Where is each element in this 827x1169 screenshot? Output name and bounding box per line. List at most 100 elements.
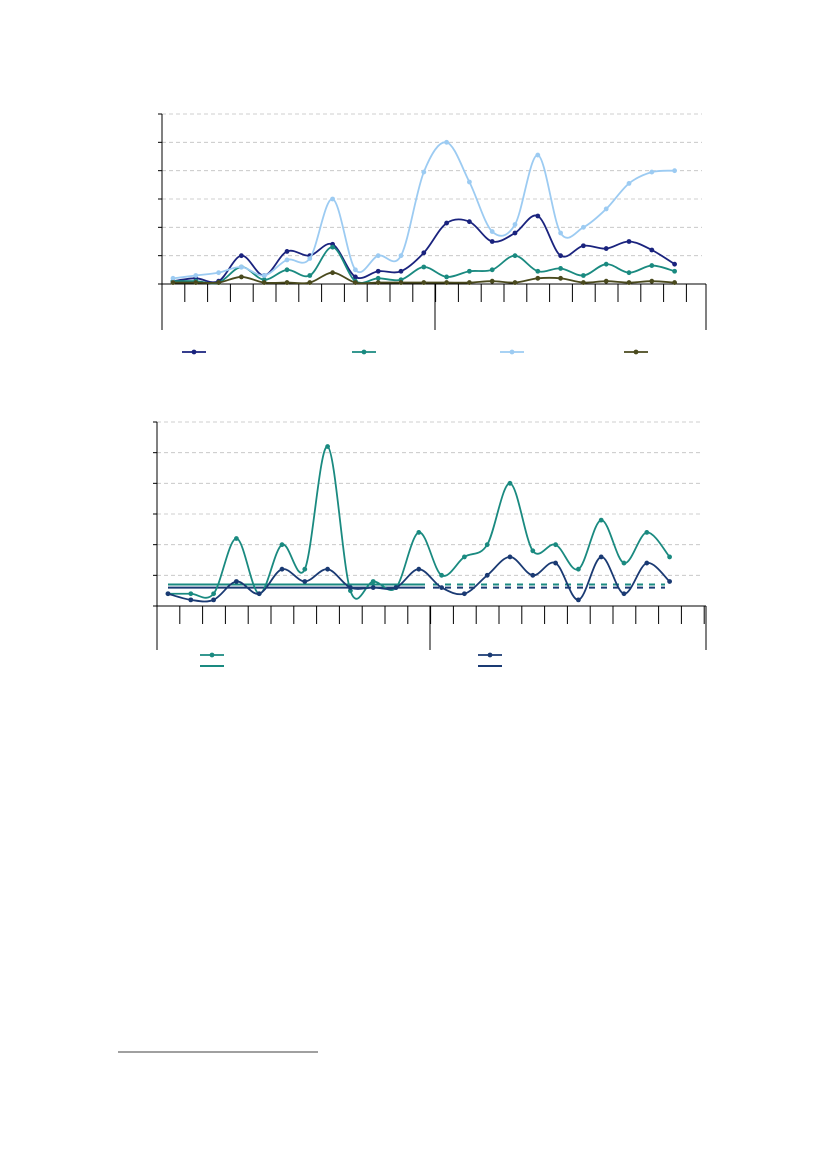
series-1-point [512, 230, 518, 236]
series-2-point [558, 266, 563, 271]
series-4-point [649, 278, 655, 284]
series-1-point [421, 250, 427, 256]
series-1-point [239, 253, 244, 259]
series-2-point [530, 572, 536, 578]
series-1-point [576, 566, 581, 572]
series-4-point [193, 280, 199, 285]
series-4-point [239, 274, 244, 280]
legend-marker [191, 349, 197, 355]
series-2-point [507, 554, 513, 560]
series-2-point [330, 244, 335, 250]
series-1-point [353, 274, 358, 280]
legend-marker [633, 349, 639, 355]
series-2-point [279, 566, 285, 572]
series-2-point [644, 560, 650, 566]
series-4-point [284, 280, 290, 285]
series-1-point [530, 548, 536, 554]
series-1-point [649, 247, 655, 253]
chart-2 [153, 421, 707, 667]
series-2-point [165, 591, 171, 597]
series-1-point [558, 253, 563, 259]
series-1-point [603, 246, 609, 251]
series-2-point [444, 274, 449, 280]
series-1-point [535, 213, 541, 219]
series-1-point [444, 220, 449, 226]
series-2-point [211, 597, 217, 603]
series-1-point [462, 554, 467, 560]
series-3-point [512, 222, 518, 227]
series-3-point [216, 270, 222, 276]
series-3-point [353, 267, 358, 273]
series-3-line [172, 141, 675, 280]
series-1-point [279, 542, 285, 548]
series-4-point [489, 278, 495, 284]
series-2-point [672, 268, 677, 274]
series-1-point [581, 243, 586, 249]
series-1-point [672, 261, 677, 267]
series-4-point [467, 280, 472, 285]
series-2-point [489, 267, 495, 273]
series-1-point [302, 566, 308, 572]
series-1-point [188, 591, 194, 597]
series-4-point [261, 280, 267, 285]
series-2-point [284, 267, 290, 273]
series-3-point [444, 139, 449, 145]
series-4-point [375, 280, 381, 285]
series-2-point [484, 572, 490, 578]
series-4-point [581, 280, 586, 285]
series-3-point [489, 229, 495, 234]
series-2-point [512, 253, 518, 259]
series-2-point [421, 264, 427, 270]
series-2-point [467, 268, 472, 274]
series-4-point [603, 278, 609, 284]
series-3-point [284, 257, 290, 263]
series-2-point [393, 585, 399, 590]
series-3-point [398, 253, 404, 259]
series-4-point [216, 280, 222, 285]
series-1-point [370, 579, 376, 584]
series-4-point [353, 280, 358, 285]
series-2-point [375, 275, 381, 281]
series-1-line [172, 214, 676, 284]
series-3-point [261, 273, 267, 278]
series-2-point [188, 597, 194, 603]
legend-marker [509, 349, 515, 355]
series-1-point [325, 444, 330, 449]
series-3-point [467, 179, 472, 185]
series-3-point [558, 230, 563, 236]
series-1-point [626, 239, 632, 244]
series-3-point [626, 181, 632, 186]
series-2-point [553, 560, 558, 566]
legend-marker [209, 652, 215, 658]
series-3-point [535, 152, 541, 158]
series-2-point [307, 273, 313, 278]
series-1-line [167, 445, 671, 600]
series-3-point [581, 224, 586, 230]
series-2-point [621, 591, 627, 597]
series-1-point [416, 530, 422, 535]
series-2-point [626, 270, 632, 276]
series-1-point [507, 480, 513, 486]
series-2-point [416, 566, 422, 572]
series-2-point [576, 597, 581, 603]
series-2-point [598, 554, 604, 560]
series-2-point [535, 268, 541, 274]
series-1-point [234, 536, 239, 541]
series-3-point [307, 256, 313, 261]
series-1-point [621, 560, 627, 566]
legend-marker [361, 349, 367, 355]
series-2-point [667, 579, 672, 584]
series-2-point [234, 579, 239, 584]
series-4-point [535, 275, 541, 281]
series-4-point [307, 280, 313, 285]
series-4-point [398, 280, 404, 285]
series-1-point [375, 268, 381, 274]
series-1-point [398, 268, 404, 274]
series-3-point [193, 273, 199, 278]
series-3-point [672, 168, 677, 174]
series-2-point [370, 585, 376, 590]
series-1-point [489, 239, 495, 244]
series-2-point [325, 566, 330, 572]
series-2-point [603, 261, 609, 267]
series-1-point [644, 530, 650, 535]
